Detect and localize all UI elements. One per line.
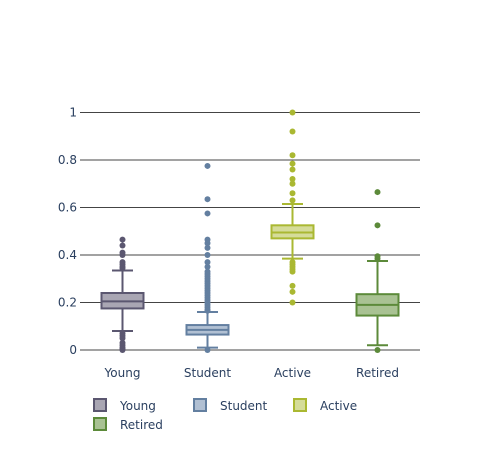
outlier-point <box>204 162 211 169</box>
y-tick-label: 0.6 <box>58 201 77 215</box>
legend-label: Young <box>119 399 156 413</box>
outlier-point <box>289 152 296 159</box>
x-tick-label: Young <box>104 366 141 380</box>
x-tick-label: Retired <box>356 366 399 380</box>
outlier-point <box>204 268 211 275</box>
outlier-point <box>119 236 126 243</box>
x-axis-tick-labels: Young Student Active Retired <box>104 366 399 380</box>
outlier-point <box>289 109 296 116</box>
box-young <box>100 236 145 353</box>
legend-label: Active <box>320 399 357 413</box>
legend-swatch <box>93 398 107 412</box>
box-active <box>270 109 315 306</box>
y-tick-label: 0.4 <box>58 248 77 262</box>
y-tick-label: 0.8 <box>58 153 77 167</box>
legend-item-young[interactable]: Young <box>93 398 156 413</box>
y-tick-label: 1 <box>69 106 77 120</box>
outlier-point <box>119 249 126 256</box>
box-student <box>185 162 230 353</box>
legend: Young Student Active Retired <box>93 398 357 432</box>
outlier-point <box>119 330 126 337</box>
outlier-point <box>204 259 211 266</box>
outlier-point <box>289 282 296 289</box>
outlier-point <box>374 222 381 229</box>
outlier-point <box>374 253 381 260</box>
outlier-point <box>204 244 211 251</box>
legend-item-student[interactable]: Student <box>193 398 268 413</box>
outlier-point <box>119 339 126 346</box>
legend-item-active[interactable]: Active <box>293 398 357 413</box>
box-retired <box>355 189 400 353</box>
outlier-point <box>374 347 381 353</box>
outlier-point <box>289 190 296 197</box>
x-tick-label: Active <box>274 366 311 380</box>
outlier-point <box>204 347 211 353</box>
outlier-point <box>289 128 296 135</box>
y-tick-label: 0 <box>69 343 77 357</box>
legend-item-retired[interactable]: Retired <box>93 417 163 432</box>
legend-label: Student <box>220 399 268 413</box>
legend-swatch <box>193 398 207 412</box>
legend-swatch <box>293 398 307 412</box>
y-tick-label: 0.2 <box>58 296 77 310</box>
y-axis-tick-labels: 0 0.2 0.4 0.6 0.8 1 <box>58 106 77 358</box>
outlier-point <box>289 166 296 173</box>
outlier-point <box>204 196 211 203</box>
outlier-point <box>204 252 211 258</box>
outlier-point <box>289 197 296 204</box>
outlier-point <box>119 259 126 266</box>
x-tick-label: Student <box>184 366 232 380</box>
outlier-point <box>289 288 296 295</box>
outlier-point <box>204 210 211 217</box>
legend-swatch <box>93 417 107 431</box>
legend-label: Retired <box>120 418 163 432</box>
box-plot-area <box>100 109 400 353</box>
outlier-point <box>289 259 296 266</box>
outlier-point <box>119 242 126 249</box>
outlier-point <box>204 236 211 243</box>
outlier-point <box>289 180 296 187</box>
outlier-point <box>374 189 381 196</box>
outlier-point <box>289 176 296 182</box>
outlier-point <box>204 263 211 270</box>
outlier-point <box>289 160 296 167</box>
outlier-point <box>289 299 296 306</box>
